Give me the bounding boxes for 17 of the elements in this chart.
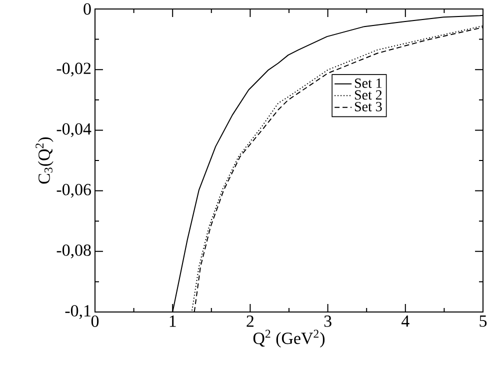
x-tick-label: 3 bbox=[324, 316, 332, 327]
x-tick-label: 4 bbox=[401, 316, 410, 327]
legend-label: Set 2 bbox=[355, 90, 382, 100]
y-tick-label: -0,08 bbox=[56, 244, 91, 258]
y-tick-label: -0,1 bbox=[65, 305, 90, 319]
legend-label: Set 1 bbox=[355, 78, 382, 88]
x-tick-label: 2 bbox=[246, 316, 254, 327]
x-tick-label: 1 bbox=[170, 316, 176, 327]
y-tick-label: -0,04 bbox=[56, 123, 92, 138]
legend-label: Set 3 bbox=[355, 102, 382, 112]
y-tick-label: -0,02 bbox=[56, 62, 91, 77]
x-axis-title: Q$^{2}$ (GeV$^{2}$) bbox=[253, 330, 325, 348]
x-tick-label: 5 bbox=[480, 316, 487, 327]
y-axis-title: C$_{3}$(Q$^{2}$) bbox=[36, 137, 54, 184]
y-tick-label: 0 bbox=[84, 3, 91, 15]
y-tick-label: -0,06 bbox=[56, 184, 91, 198]
x-tick-label: 0 bbox=[91, 316, 99, 327]
